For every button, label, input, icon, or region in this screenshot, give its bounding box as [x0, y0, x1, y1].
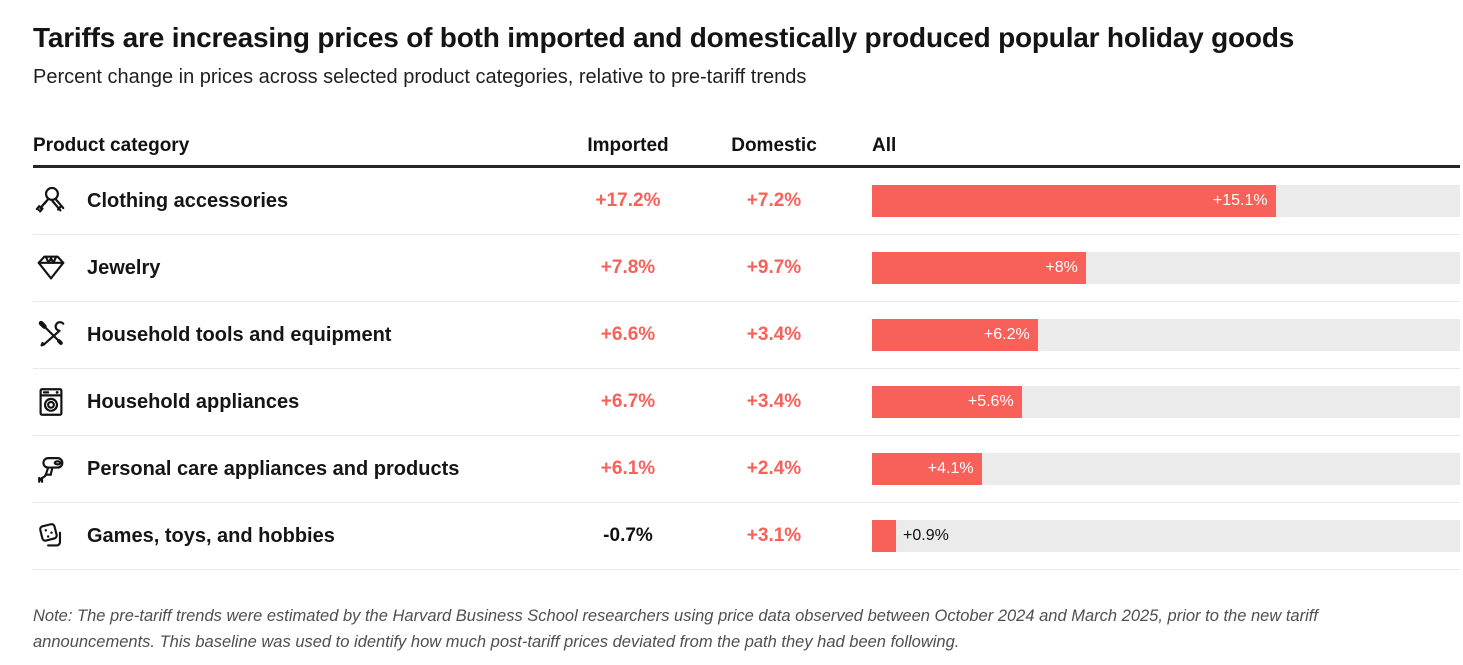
table-row: Games, toys, and hobbies -0.7% +3.1% +0.…	[33, 503, 1460, 570]
footnote: Note: The pre-tariff trends were estimat…	[33, 607, 1318, 651]
imported-value: +6.1%	[600, 458, 656, 479]
page-title: Tariffs are increasing prices of both im…	[33, 22, 1295, 53]
bar-value-label: +8%	[1045, 259, 1078, 276]
all-bar-track: +5.6%	[872, 386, 1460, 418]
imported-value: +6.6%	[600, 324, 656, 345]
domestic-value: +7.2%	[746, 190, 802, 211]
header-all: All	[872, 135, 897, 156]
washing-machine-icon	[33, 384, 69, 420]
table-body: Clothing accessories +17.2% +7.2% +15.1%…	[33, 168, 1460, 570]
bar-value-label: +5.6%	[967, 393, 1014, 410]
dice-icon	[33, 518, 69, 554]
scarf-icon	[33, 183, 69, 219]
all-bar-track: +6.2%	[872, 319, 1460, 351]
category-label: Household tools and equipment	[87, 323, 392, 346]
tools-icon	[33, 317, 69, 353]
domestic-value: +2.4%	[746, 458, 802, 479]
table-row: Household appliances +6.7% +3.4% +5.6%	[33, 369, 1460, 436]
category-label: Games, toys, and hobbies	[87, 524, 335, 547]
bar-value-label: +0.9%	[903, 527, 949, 544]
header-imported: Imported	[587, 135, 669, 156]
all-bar-track: +15.1%	[872, 185, 1460, 217]
page-subtitle: Percent change in prices across selected…	[33, 66, 807, 88]
all-bar	[872, 520, 897, 552]
table-row: Clothing accessories +17.2% +7.2% +15.1%	[33, 168, 1460, 235]
all-bar-track: +4.1%	[872, 453, 1460, 485]
all-bar: +6.2%	[872, 319, 1038, 351]
imported-value: +17.2%	[595, 190, 661, 211]
domestic-value: +3.4%	[746, 324, 802, 345]
bar-value-label: +4.1%	[927, 460, 974, 477]
category-label: Household appliances	[87, 390, 300, 413]
imported-value: +6.7%	[600, 391, 656, 412]
hair-dryer-icon	[33, 451, 69, 487]
header-product-category: Product category	[33, 135, 190, 156]
table-row: Personal care appliances and products +6…	[33, 436, 1460, 503]
domestic-value: +3.4%	[746, 391, 802, 412]
bar-value-label: +6.2%	[983, 326, 1030, 343]
all-bar-track: +8%	[872, 252, 1460, 284]
category-label: Personal care appliances and products	[87, 457, 460, 480]
domestic-value: +3.1%	[746, 525, 802, 546]
all-bar-track: +0.9%	[872, 520, 1460, 552]
table-header: Product category Imported Domestic All	[33, 127, 1460, 168]
all-bar: +8%	[872, 252, 1086, 284]
category-label: Jewelry	[87, 256, 161, 279]
domestic-value: +9.7%	[746, 257, 802, 278]
header-domestic: Domestic	[731, 135, 817, 156]
all-bar: +5.6%	[872, 386, 1022, 418]
bar-value-label: +15.1%	[1212, 192, 1268, 209]
imported-value: +7.8%	[600, 257, 656, 278]
all-bar: +15.1%	[872, 185, 1276, 217]
diamond-icon	[33, 250, 69, 286]
imported-value: -0.7%	[603, 525, 653, 546]
table-row: Jewelry +7.8% +9.7% +8%	[33, 235, 1460, 302]
table-row: Household tools and equipment +6.6% +3.4…	[33, 302, 1460, 369]
category-label: Clothing accessories	[87, 189, 289, 212]
all-bar: +4.1%	[872, 453, 982, 485]
